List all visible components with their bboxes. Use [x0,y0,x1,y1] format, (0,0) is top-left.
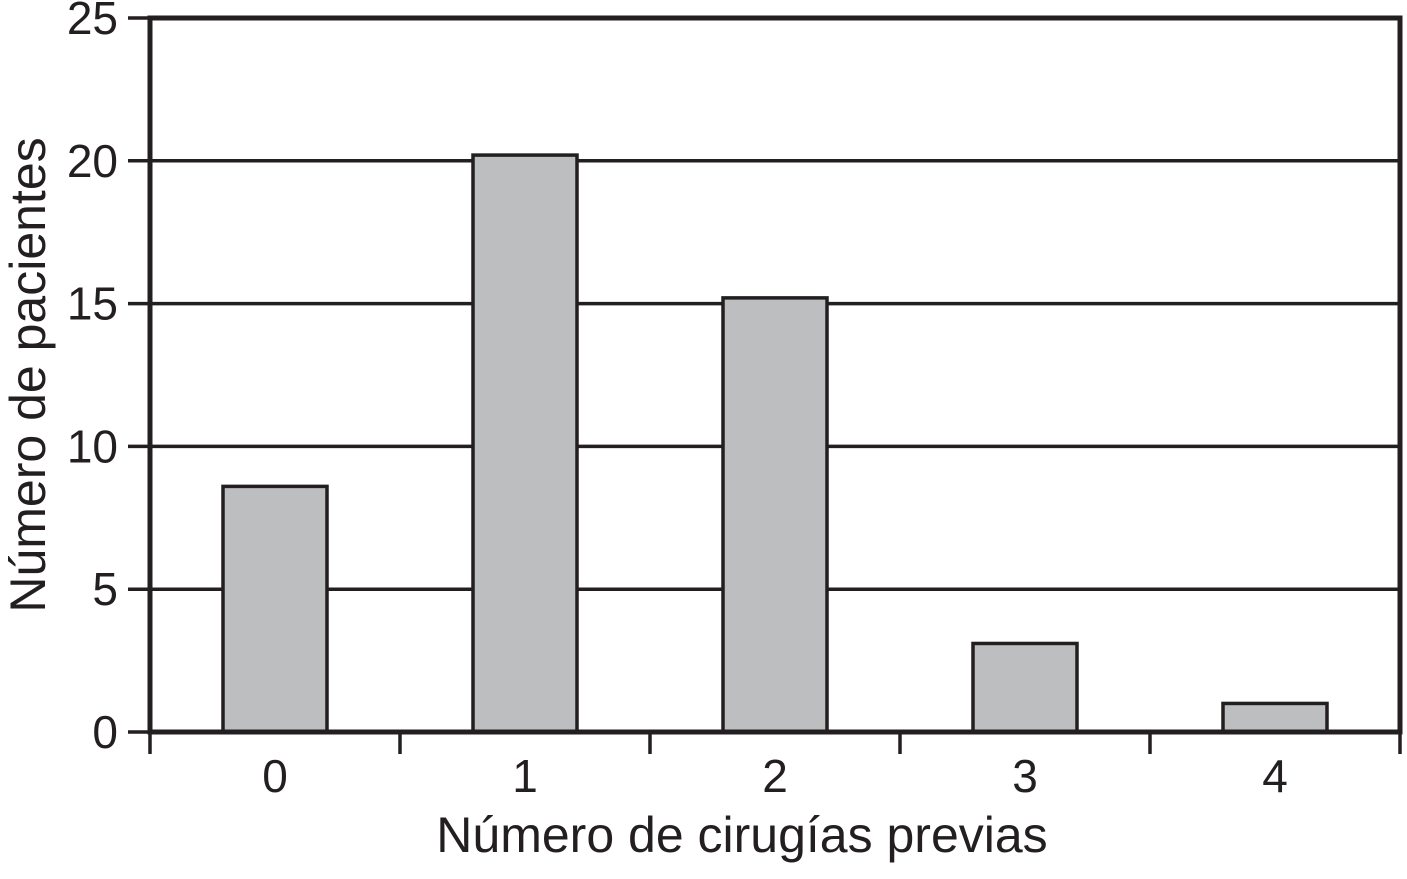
y-tick-label-15: 15 [67,278,118,330]
x-tick-label-4: 4 [1262,750,1288,802]
x-axis-title: Número de cirugías previas [436,807,1047,863]
y-tick-label-25: 25 [67,0,118,44]
plot-border [147,15,1403,735]
bar-category-4 [1221,701,1329,734]
bars [221,153,1329,734]
y-tick-label-10: 10 [67,420,118,472]
bar-category-2 [721,296,829,734]
y-tick-label-0: 0 [92,706,118,758]
x-axis-ticks [148,732,1402,754]
x-tick-label-0: 0 [262,750,288,802]
y-tick-label-20: 20 [67,135,118,187]
x-tick-label-2: 2 [762,750,788,802]
y-axis-ticks [128,16,150,734]
y-tick-label-5: 5 [92,563,118,615]
y-tick-labels: 0 5 10 15 20 25 [67,0,118,758]
x-tick-labels: 0 1 2 3 4 [262,750,1288,802]
x-tick-label-3: 3 [1012,750,1038,802]
bar-category-0 [221,484,329,734]
y-axis-title: Número de pacientes [0,137,56,612]
bar-category-3 [971,641,1079,734]
x-tick-label-1: 1 [512,750,538,802]
bar-category-1 [471,153,579,734]
